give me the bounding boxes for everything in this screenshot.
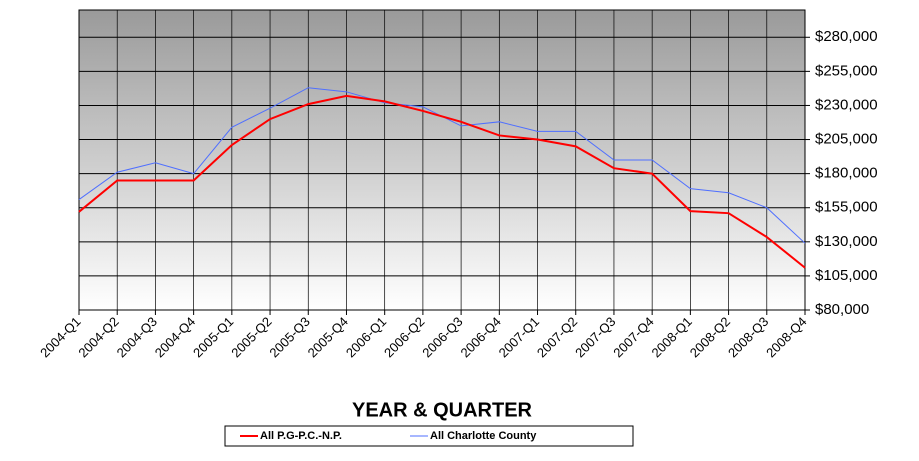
x-tick-label: 2006-Q1 — [343, 314, 389, 360]
x-tick-label: 2005-Q3 — [266, 314, 312, 360]
x-axis-title: YEAR & QUARTER — [352, 399, 533, 421]
x-tick-label: 2008-Q3 — [725, 314, 771, 360]
x-tick-label: 2004-Q1 — [37, 314, 83, 360]
x-tick-label: 2006-Q3 — [419, 314, 465, 360]
y-tick-label: $180,000 — [815, 165, 878, 182]
x-tick-label: 2005-Q4 — [305, 314, 351, 360]
x-tick-label: 2004-Q2 — [75, 314, 121, 360]
x-tick-label: 2005-Q1 — [190, 314, 236, 360]
y-tick-label: $255,000 — [815, 62, 878, 79]
y-tick-label: $105,000 — [815, 267, 878, 284]
x-tick-label: 2006-Q2 — [381, 314, 427, 360]
x-tick-label: 2006-Q4 — [457, 314, 503, 360]
plot-background — [79, 10, 805, 310]
y-tick-label: $130,000 — [815, 233, 878, 250]
y-tick-label: $280,000 — [815, 28, 878, 45]
x-tick-label: 2005-Q2 — [228, 314, 274, 360]
x-tick-label: 2007-Q3 — [572, 314, 618, 360]
legend-label: All Charlotte County — [430, 430, 537, 442]
plot-border — [78, 9, 806, 311]
x-tick-label: 2008-Q4 — [763, 314, 809, 360]
y-tick-label: $230,000 — [815, 96, 878, 113]
x-tick-label: 2007-Q4 — [610, 314, 656, 360]
y-tick-label: $205,000 — [815, 131, 878, 148]
x-tick-label: 2007-Q2 — [534, 314, 580, 360]
y-tick-label: $155,000 — [815, 199, 878, 216]
x-tick-label: 2008-Q2 — [687, 314, 733, 360]
series-line — [78, 94, 806, 269]
y-tick-label: $80,000 — [815, 301, 869, 318]
x-tick-label: 2008-Q1 — [649, 314, 695, 360]
x-tick-label: 2007-Q1 — [496, 314, 542, 360]
x-tick-label: 2004-Q4 — [152, 314, 198, 360]
legend-box — [224, 425, 634, 447]
legend-label: All P.G-P.C.-N.P. — [260, 430, 342, 442]
x-tick-label: 2004-Q3 — [114, 314, 160, 360]
